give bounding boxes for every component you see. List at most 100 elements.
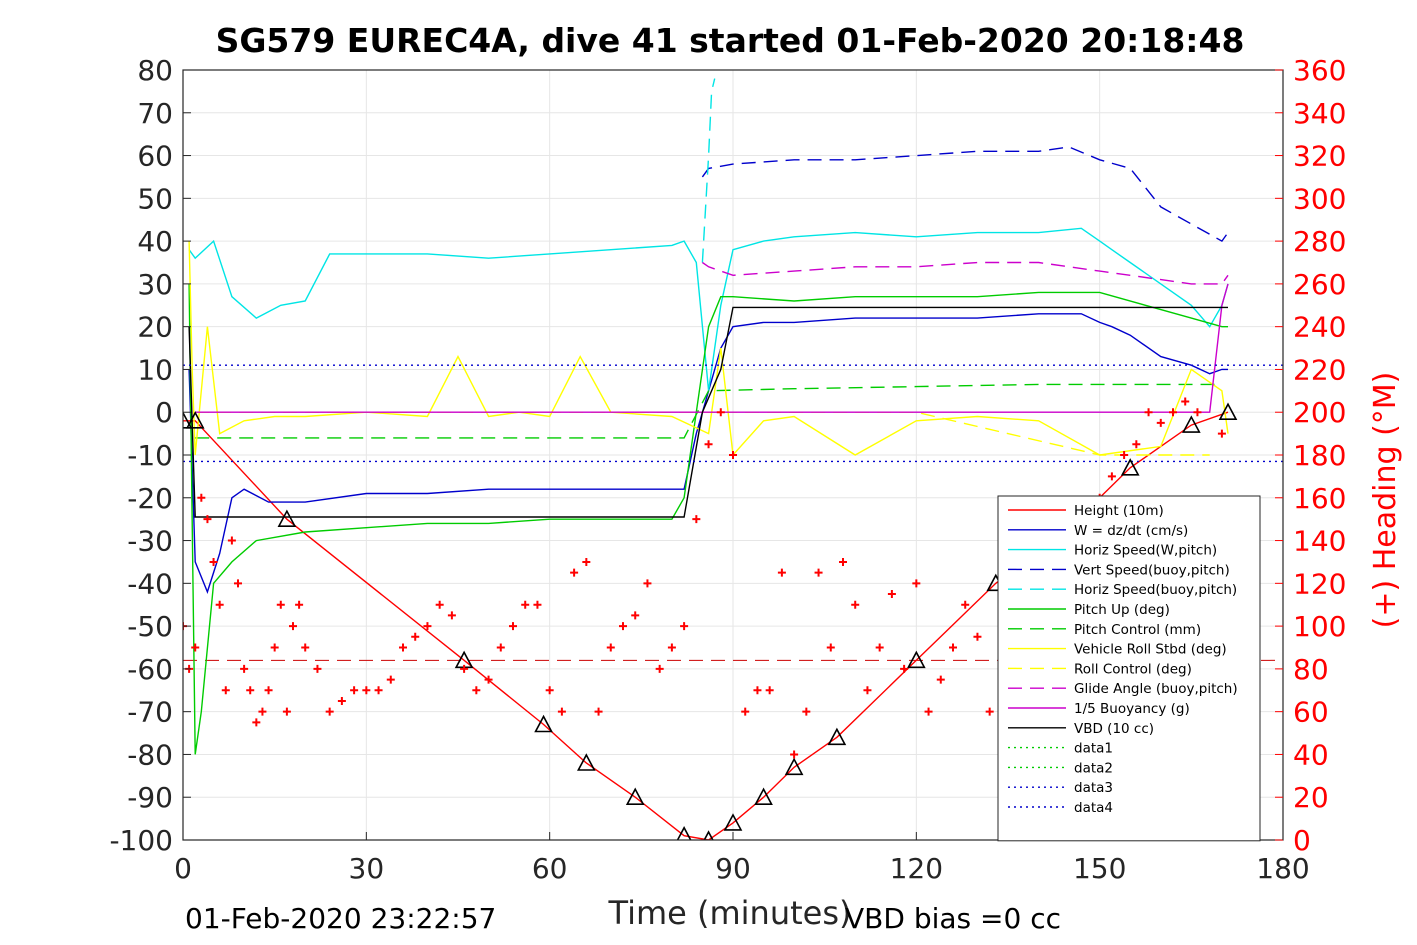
y-tick-label: -100	[109, 824, 173, 857]
heading-point	[875, 643, 884, 652]
heading-point	[826, 643, 835, 652]
y-tick-label: 70	[137, 97, 173, 130]
heading-point	[350, 686, 359, 695]
heading-point	[386, 675, 395, 684]
x-tick-label: 30	[349, 852, 385, 885]
y-right-tick-label: 40	[1293, 738, 1329, 771]
heading-point	[197, 493, 206, 502]
heading-point	[1120, 451, 1129, 459]
heading-point	[289, 622, 297, 631]
heading-point	[209, 557, 218, 566]
heading-point	[814, 568, 823, 577]
height-marker	[1181, 415, 1201, 433]
heading-point	[496, 643, 505, 652]
height-marker	[723, 813, 743, 831]
heading-point	[221, 686, 230, 695]
series-line-9	[702, 261, 1229, 285]
heading-point	[270, 643, 279, 652]
y-right-tick-label: 180	[1293, 439, 1346, 472]
height-marker	[277, 509, 297, 527]
x-tick-label: 180	[1256, 852, 1309, 885]
y-right-tick-label: 80	[1293, 653, 1329, 686]
heading-point	[295, 600, 304, 609]
heading-point	[203, 515, 212, 524]
height-marker	[827, 727, 847, 746]
y-tick-label: 80	[137, 54, 173, 87]
y-tick-label: -20	[127, 482, 173, 515]
height-marker	[183, 411, 193, 429]
legend-entry: Horiz Speed(buoy,pitch)	[1074, 582, 1237, 598]
y-tick-label: 0	[155, 396, 173, 429]
heading-point	[667, 643, 676, 652]
heading-point	[374, 686, 383, 695]
heading-point	[301, 643, 310, 652]
y-right-tick-label: 60	[1293, 696, 1329, 729]
y-right-tick-label: 120	[1293, 567, 1346, 600]
heading-point	[716, 408, 725, 417]
series-line-3	[701, 146, 1229, 243]
y-right-tick-label: 280	[1293, 225, 1346, 258]
x-tick-label: 90	[715, 852, 751, 885]
x-tick-label: 0	[174, 852, 192, 885]
heading-point	[1156, 418, 1165, 427]
y-axis-left: 80 70 60 50 40 30 20 10 0 -10 -20 -30 -40 -50 -60 -70 -8…	[109, 54, 191, 857]
heading-point	[582, 557, 591, 566]
heading-point	[949, 643, 957, 652]
legend-entry: Vehicle Roll Stbd (deg)	[1074, 642, 1227, 658]
heading-point	[472, 686, 481, 695]
heading-point	[521, 600, 530, 609]
heading-point	[936, 675, 945, 684]
legend-entry: W = dz/dt (cm/s)	[1074, 523, 1188, 539]
height-marker	[1120, 458, 1140, 476]
legend-entry: Horiz Speed(W,pitch)	[1074, 543, 1217, 559]
heading-point	[973, 632, 982, 641]
heading-point	[729, 451, 737, 459]
series-line-10	[195, 283, 1229, 413]
heading-point	[313, 664, 322, 673]
heading-point	[619, 622, 627, 631]
series-line-4	[701, 78, 716, 263]
heading-point	[545, 686, 554, 695]
y-right-tick-label: 300	[1293, 182, 1346, 215]
y-right-tick-label: 140	[1293, 525, 1346, 558]
y-right-tick-label: 320	[1293, 140, 1346, 173]
y-right-tick-label: 200	[1293, 396, 1346, 429]
heading-point	[215, 600, 224, 609]
heading-point	[887, 590, 896, 599]
y-tick-label: 50	[137, 182, 173, 215]
heading-point	[1169, 408, 1177, 417]
legend-entry: data1	[1074, 741, 1113, 757]
heading-point	[252, 718, 261, 727]
height-marker	[784, 757, 804, 776]
heading-point	[912, 579, 921, 588]
heading-point	[411, 632, 420, 641]
heading-point	[680, 622, 689, 631]
y-tick-label: 10	[137, 353, 173, 386]
chart-title: SG579 EUREC4A, dive 41 started 01-Feb-20…	[216, 21, 1245, 60]
heading-point	[234, 579, 242, 588]
y-right-tick-label: 260	[1293, 268, 1346, 301]
height-marker	[185, 411, 205, 429]
height-marker	[534, 714, 553, 733]
series-line-7	[188, 241, 1229, 457]
legend-entry: Vert Speed(buoy,pitch)	[1074, 562, 1230, 578]
heading-point	[533, 600, 542, 609]
heading-point	[227, 536, 236, 545]
y-tick-label: 40	[137, 225, 173, 258]
y-right-tick-label: 340	[1293, 97, 1346, 130]
heading-point	[325, 707, 334, 716]
legend-entry: data3	[1074, 780, 1113, 796]
x-axis-label: Time (minutes)	[608, 894, 852, 932]
y-tick-label: 20	[137, 311, 173, 344]
legend-entry: data2	[1074, 760, 1113, 776]
heading-point	[570, 568, 579, 577]
heading-point	[423, 622, 432, 631]
heading-point	[1193, 408, 1202, 417]
y-tick-label: -40	[127, 567, 173, 600]
height-marker	[754, 787, 773, 806]
y-tick-label: 60	[137, 140, 173, 173]
y-tick-label: -60	[127, 653, 173, 686]
heading-point	[362, 686, 371, 695]
legend-entry: Roll Control (deg)	[1074, 661, 1192, 677]
